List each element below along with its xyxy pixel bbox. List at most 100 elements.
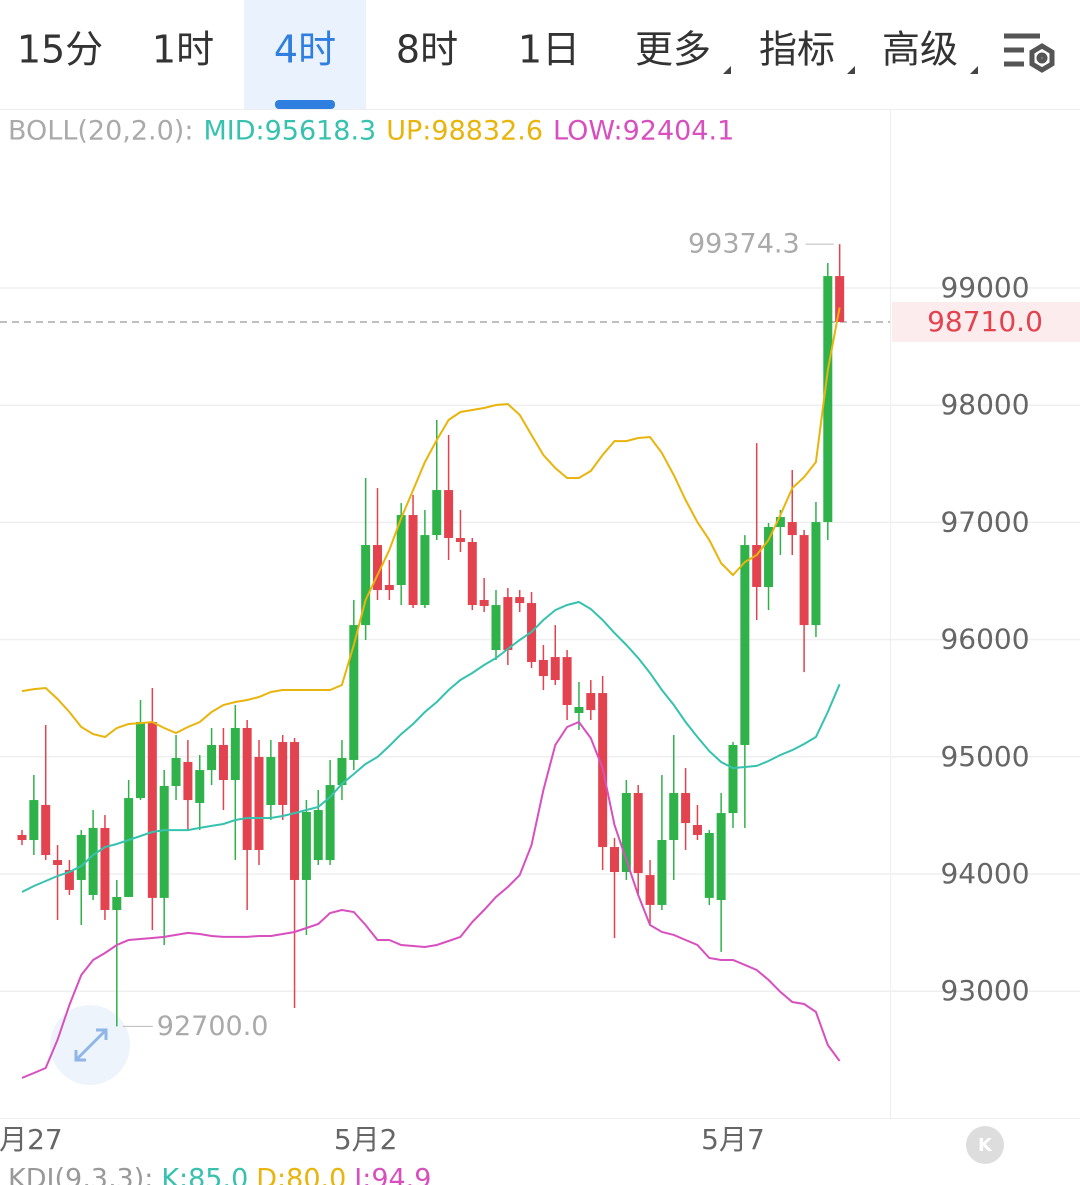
candle-body [538, 659, 548, 677]
candle-body [313, 810, 323, 861]
candle-body [361, 545, 371, 626]
candle-body [112, 896, 122, 910]
candle-body [479, 599, 489, 606]
candle-body [657, 840, 667, 905]
candle-body [550, 657, 560, 681]
y-tick-label: 93000 [940, 974, 1029, 1007]
candle-body [455, 537, 465, 542]
legend-entry: LOW:92404.1 [553, 116, 734, 147]
candle-body [396, 515, 406, 585]
candle-body [53, 860, 63, 865]
scroll-to-latest[interactable] [966, 1126, 1004, 1164]
candle-body [325, 785, 335, 861]
dropdown-caret [970, 66, 978, 74]
x-tick-label: 5月2 [334, 1123, 398, 1156]
kdj-entry: J:94.9 [352, 1164, 431, 1185]
candle-body [669, 793, 679, 841]
y-tick-label: 99000 [940, 271, 1029, 304]
candle-body [88, 827, 98, 895]
kdj-entry: KDJ(9,3,3): [8, 1164, 153, 1185]
candle-body [515, 597, 525, 604]
candle-body [621, 793, 631, 873]
tab-bar [0, 0, 1080, 110]
candle-body [645, 875, 655, 905]
candle-body [610, 847, 619, 873]
candle-body [491, 605, 501, 651]
candle-body [266, 757, 276, 805]
tab[interactable]: 指标 [759, 28, 835, 72]
candle-body [230, 727, 240, 781]
candle-body [716, 813, 726, 901]
boll-line [21, 307, 841, 739]
candle-body [337, 757, 347, 786]
candle-body [787, 522, 797, 536]
candle-body [218, 744, 228, 781]
x-tick-label: 4月27 [0, 1123, 63, 1156]
candle-body [17, 834, 27, 841]
candle-body [823, 276, 833, 523]
tab[interactable]: 1日 [518, 28, 580, 72]
tab[interactable]: 1时 [152, 28, 214, 72]
candle-body [740, 545, 750, 745]
candle-body [242, 727, 252, 850]
candle-body [290, 742, 300, 880]
tab[interactable]: 高级 [882, 28, 958, 72]
candle-body [100, 827, 110, 910]
candle-body [124, 798, 134, 897]
candle-body [207, 744, 217, 771]
high-label: 99374.3 [688, 229, 800, 260]
settings-icon[interactable] [1004, 33, 1055, 73]
candle-body [408, 515, 418, 606]
legend-entry: MID:95618.3 [203, 116, 376, 147]
candle-body [835, 276, 845, 323]
low-label: 92700.0 [157, 1011, 269, 1042]
candle-body [159, 785, 169, 898]
candle-body [254, 757, 264, 850]
tab-selected-bg [244, 0, 366, 109]
x-tick-label: 5月7 [701, 1123, 765, 1156]
candle-body [574, 706, 584, 713]
y-tick-label: 98000 [940, 388, 1029, 421]
tab[interactable]: 8时 [396, 28, 458, 72]
candle-body [586, 693, 596, 711]
candle-body [64, 870, 74, 890]
candle-body [633, 793, 643, 874]
kdj-entry: D:80.0 [256, 1164, 346, 1185]
candle-body [76, 834, 86, 880]
candle-body [183, 761, 193, 801]
scroll-icon: K [978, 1135, 993, 1156]
dropdown-caret [723, 66, 731, 74]
candles [17, 244, 845, 1079]
candle-body [29, 800, 39, 841]
candle-body [728, 744, 738, 814]
candle-body [764, 526, 774, 587]
boll-line [21, 720, 841, 1079]
candle-body [799, 535, 809, 626]
candle-body [373, 545, 382, 591]
dropdown-caret [847, 66, 855, 74]
candle-body [811, 522, 821, 626]
y-tick-label: 97000 [940, 505, 1029, 538]
candle-body [444, 490, 454, 538]
candle-body [503, 597, 513, 651]
y-tick-label: 94000 [940, 857, 1029, 890]
candle-body [681, 793, 691, 824]
last-price-label: 98710.0 [927, 305, 1043, 338]
candle-body [775, 517, 785, 527]
tab[interactable]: 更多 [635, 28, 711, 72]
candle-body [562, 657, 572, 706]
candle-body [432, 490, 442, 536]
kdj-entry: K:85.0 [161, 1164, 248, 1185]
candle-body [41, 804, 51, 856]
candle-body [136, 721, 145, 799]
tab[interactable]: 15分 [17, 28, 103, 72]
candle-body [420, 535, 430, 606]
y-tick-label: 95000 [940, 740, 1029, 773]
tab-indicator [275, 100, 335, 109]
candle-body [301, 812, 311, 880]
candle-body [171, 757, 181, 786]
tab[interactable]: 4时 [274, 28, 336, 72]
legend-entry: BOLL(20,2.0): [8, 116, 193, 147]
